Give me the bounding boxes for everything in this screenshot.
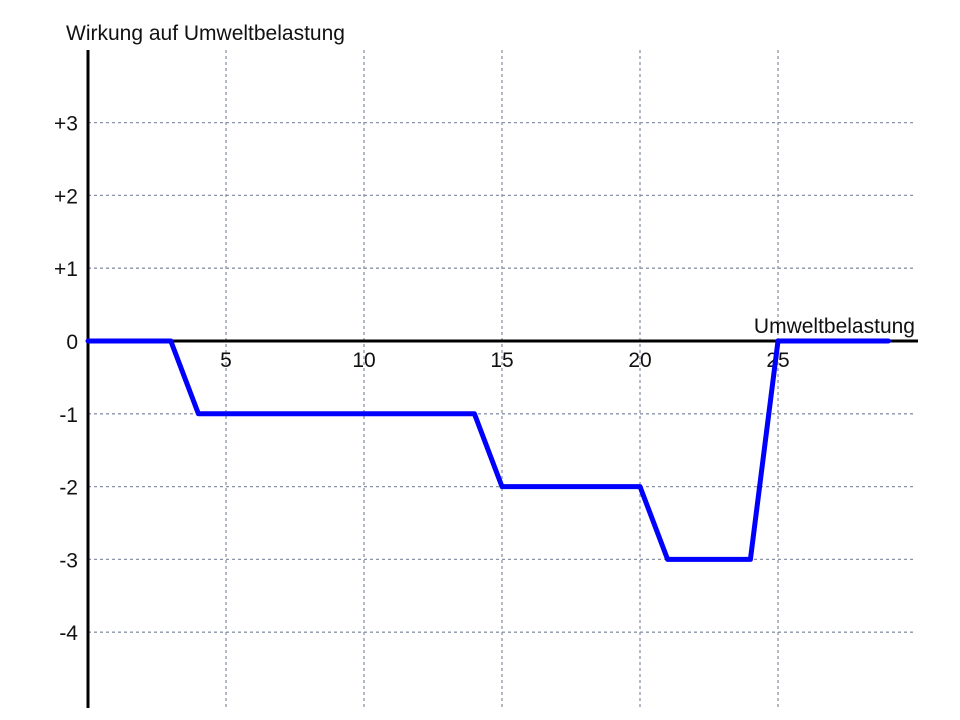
series-group [85,338,891,562]
x-tick-label: 10 [352,349,375,372]
y-tick-label: +2 [54,185,78,208]
y-tick-label: +1 [54,258,78,281]
y-tick-label: 0 [66,331,78,354]
grid [88,50,916,708]
series-line [85,338,891,562]
y-tick-label: -3 [59,549,78,572]
x-tick-label: 20 [628,349,651,372]
x-axis-title: Umweltbelastung [754,315,915,338]
y-tick-label: -2 [59,477,78,500]
y-tick-labels: +3 +2 +1 0 -1 -2 -3 -4 [54,113,78,646]
y-tick-label: -4 [59,622,78,645]
x-tick-label: 5 [220,349,232,372]
x-tick-labels: 5 10 15 20 25 [220,349,790,372]
y-axis-title: Wirkung auf Umweltbelastung [66,22,345,45]
x-tick-label: 15 [490,349,513,372]
y-tick-label: -1 [59,404,78,427]
y-tick-label: +3 [54,113,78,136]
